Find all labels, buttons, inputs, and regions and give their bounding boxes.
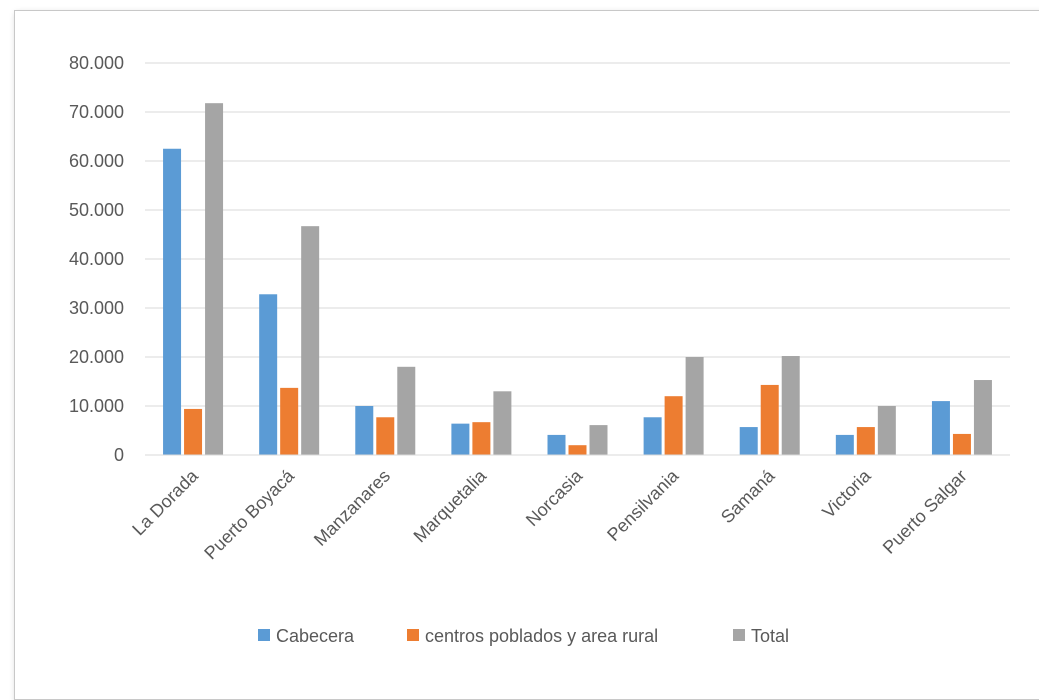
legend-swatch — [733, 629, 745, 641]
bar-centros — [664, 396, 683, 455]
x-category-label: Pensilvania — [603, 465, 683, 545]
bar-cabecera — [547, 434, 566, 455]
x-category-label: La Dorada — [128, 465, 202, 539]
bar-centros — [184, 408, 203, 455]
bar-centros — [952, 433, 971, 455]
bar-cabecera — [643, 417, 662, 455]
bar-cabecera — [931, 401, 950, 455]
y-tick-label: 40.000 — [69, 249, 124, 269]
x-category-label: Puerto Salgar — [879, 466, 971, 558]
bars — [163, 103, 992, 456]
x-category-label: Samaná — [717, 465, 779, 527]
legend-label: Total — [751, 626, 789, 646]
bar-centros — [280, 387, 299, 455]
legend-swatch — [407, 629, 419, 641]
bar-cabecera — [259, 294, 278, 455]
y-tick-label: 20.000 — [69, 347, 124, 367]
x-category-label: Marquetalia — [410, 465, 491, 546]
y-tick-label: 80.000 — [69, 53, 124, 73]
x-category-label: Puerto Boyacá — [200, 465, 298, 563]
y-tick-label: 70.000 — [69, 102, 124, 122]
bar-total — [301, 226, 320, 455]
bar-centros — [472, 422, 491, 455]
legend-label: centros poblados y area rural — [425, 626, 658, 646]
y-tick-label: 60.000 — [69, 151, 124, 171]
y-tick-label: 30.000 — [69, 298, 124, 318]
bar-total — [493, 391, 512, 455]
bar-cabecera — [739, 427, 758, 455]
chart-frame — [14, 10, 1039, 700]
bar-cabecera — [163, 148, 182, 455]
y-tick-label: 50.000 — [69, 200, 124, 220]
bar-total — [205, 103, 224, 456]
legend-label: Cabecera — [276, 626, 355, 646]
bar-total — [397, 366, 416, 455]
y-tick-label: 0 — [114, 445, 124, 465]
bar-total — [589, 425, 608, 455]
y-tick-label: 10.000 — [69, 396, 124, 416]
bar-centros — [856, 427, 875, 455]
bar-centros — [568, 445, 587, 455]
bar-cabecera — [355, 406, 374, 455]
bar-cabecera — [451, 423, 470, 455]
legend-swatch — [258, 629, 270, 641]
bar-cabecera — [835, 434, 854, 455]
bar-total — [973, 380, 992, 455]
bar-centros — [376, 417, 395, 455]
legend: Cabecera centros poblados y area rural Tot… — [258, 626, 789, 646]
bar-total — [685, 357, 704, 455]
x-category-label: Manzanares — [310, 466, 394, 550]
bar-centros — [760, 384, 779, 455]
x-category-label: Norcasia — [522, 465, 587, 530]
y-axis-ticks: 0 10.000 20.000 30.000 40.000 50.000 60.000 70.… — [69, 53, 124, 465]
bar-total — [781, 356, 800, 455]
bar-total — [877, 406, 896, 455]
x-category-label: Victoria — [818, 465, 875, 522]
